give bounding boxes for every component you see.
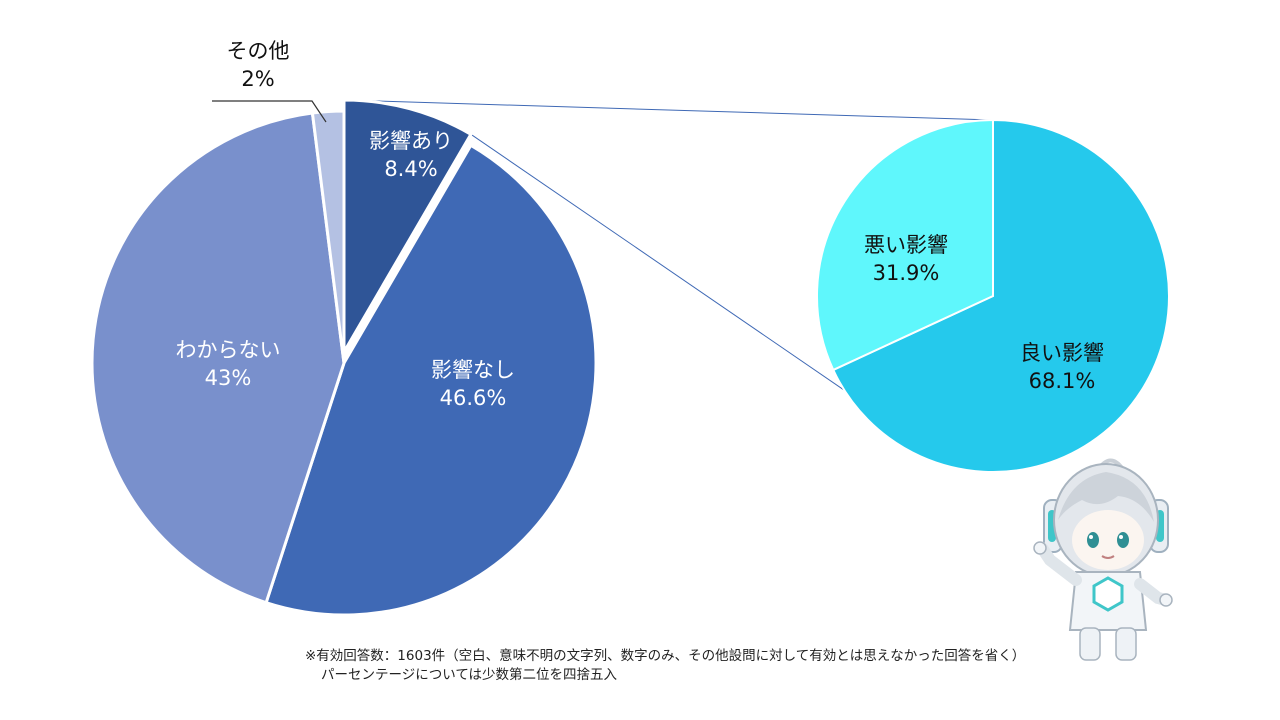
breakdown-pie-label-good: 良い影響 <box>1020 341 1104 365</box>
footnote-line-1: ※有効回答数：1603件（空白、意味不明の文字列、数字のみ、その他設問に対して有… <box>305 648 1026 664</box>
main-pie-value-other: 2% <box>241 67 274 91</box>
connector-line-top <box>343 99 994 121</box>
connector-lines <box>343 99 994 391</box>
main-pie-value-affected: 8.4% <box>384 157 437 181</box>
breakdown-pie-slice-bad <box>815 118 994 372</box>
breakdown-pie-chart: 良い影響 68.1% 悪い影響 31.9% <box>815 118 1170 473</box>
main-pie-slice-other <box>310 109 346 364</box>
other-slice-leader-line <box>212 100 327 123</box>
footnote: ※有効回答数：1603件（空白、意味不明の文字列、数字のみ、その他設問に対して有… <box>305 647 1025 685</box>
main-pie-chart: 影響あり 8.4% 影響なし 46.6% わからない 43% その他 2% <box>90 39 598 617</box>
breakdown-pie-value-good: 68.1% <box>1029 369 1096 393</box>
main-pie-label-affected: 影響あり <box>369 129 453 153</box>
breakdown-pie-label-bad: 悪い影響 <box>864 233 948 257</box>
robot-mascot-illustration <box>1033 458 1173 661</box>
main-pie-label-unknown: わからない <box>176 338 281 362</box>
footnote-line-2: パーセンテージについては少数第二位を四捨五入 <box>321 667 618 683</box>
main-pie-slice-unknown <box>90 111 346 605</box>
main-pie-label-not_affected: 影響なし <box>431 358 515 382</box>
main-pie-value-not_affected: 46.6% <box>440 386 507 410</box>
main-pie-slice-not_affected <box>264 143 598 617</box>
main-pie-value-unknown: 43% <box>205 366 252 390</box>
main-pie-slice-affected <box>342 98 473 358</box>
breakdown-pie-value-bad: 31.9% <box>873 261 940 285</box>
connector-line-bottom <box>470 133 845 391</box>
breakdown-pie-slice-good <box>831 118 1170 473</box>
main-pie-label-other: その他 <box>227 39 290 63</box>
